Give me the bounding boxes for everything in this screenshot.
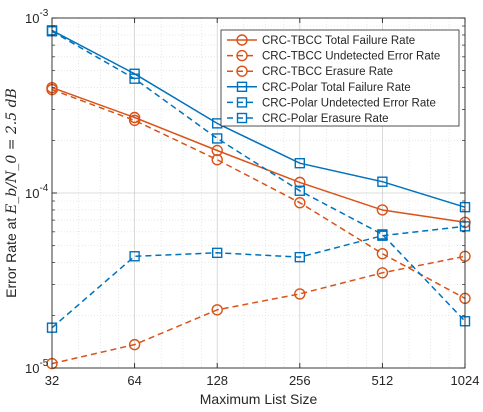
data-point bbox=[294, 176, 306, 189]
data-point bbox=[211, 304, 223, 316]
y-tick-label: 10-5 bbox=[25, 358, 49, 376]
legend-entry: CRC-TBCC Total Failure Rate bbox=[227, 34, 415, 47]
series-layer bbox=[46, 25, 471, 370]
data-point bbox=[376, 204, 389, 216]
y-tick-label: 10-3 bbox=[25, 8, 49, 26]
series-line bbox=[51, 225, 466, 329]
y-axis-label-prefix: Error Rate at bbox=[3, 214, 19, 298]
y-tick-label: 10-4 bbox=[25, 183, 49, 201]
legend-label: CRC-Polar Undetected Error Rate bbox=[262, 97, 436, 109]
legend-entry: CRC-TBCC Erasure Rate bbox=[227, 65, 393, 78]
data-point bbox=[128, 114, 141, 127]
y-tick-exponent: -4 bbox=[39, 183, 48, 194]
y-tick-base: 10 bbox=[25, 361, 39, 376]
legend-label: CRC-Polar Total Failure Rate bbox=[262, 82, 411, 94]
series-line bbox=[51, 29, 466, 208]
legend-box bbox=[220, 29, 460, 127]
x-axis-label: Maximum List Size bbox=[200, 391, 318, 407]
legend-marker bbox=[236, 65, 248, 77]
legend-label: CRC-TBCC Erasure Rate bbox=[262, 66, 393, 78]
data-point bbox=[294, 185, 305, 196]
axes bbox=[51, 17, 466, 369]
data-point bbox=[211, 133, 223, 144]
series-6 bbox=[46, 221, 471, 333]
data-point bbox=[129, 73, 140, 84]
legend-marker bbox=[236, 97, 248, 108]
legend: CRC-TBCC Total Failure Rate CRC-TBCC Unde… bbox=[220, 29, 460, 127]
y-tick-base: 10 bbox=[25, 11, 39, 26]
data-point bbox=[211, 247, 223, 259]
legend-label: CRC-TBCC Undetected Error Rate bbox=[262, 51, 440, 63]
legend-entry: CRC-Polar Total Failure Rate bbox=[227, 81, 411, 94]
legend-entry: CRC-Polar Erasure Rate bbox=[227, 112, 389, 125]
data-point bbox=[376, 267, 389, 279]
series-line bbox=[51, 86, 466, 224]
data-point bbox=[294, 288, 306, 300]
legend-marker bbox=[236, 34, 248, 46]
data-point bbox=[128, 338, 141, 351]
y-axis-label: Error Rate at E_b/N_0 = 2.5 dB bbox=[3, 88, 20, 298]
data-point bbox=[211, 144, 223, 157]
y-tick-base: 10 bbox=[25, 186, 39, 201]
legend-marker bbox=[236, 81, 248, 93]
data-point bbox=[377, 230, 388, 241]
x-tick-label: 64 bbox=[127, 373, 141, 388]
data-point bbox=[376, 247, 389, 260]
legend-marker bbox=[236, 112, 248, 124]
x-tick-label: 32 bbox=[45, 373, 59, 388]
y-axis-label-math: E_b/N_0 = 2.5 dB bbox=[4, 88, 20, 215]
x-tick-label: 128 bbox=[206, 373, 228, 388]
legend-marker bbox=[236, 49, 248, 62]
data-point bbox=[211, 153, 223, 166]
data-point bbox=[129, 251, 140, 262]
legend-entry: CRC-TBCC Undetected Error Rate bbox=[227, 49, 440, 63]
series-line bbox=[51, 255, 466, 365]
data-point bbox=[128, 111, 141, 124]
y-tick-exponent: -3 bbox=[39, 8, 48, 19]
x-tick-label: 1024 bbox=[451, 373, 480, 388]
legend-entry: CRC-Polar Undetected Error Rate bbox=[227, 97, 436, 109]
legend-label: CRC-Polar Erasure Rate bbox=[262, 113, 389, 125]
x-tick-label: 512 bbox=[372, 373, 394, 388]
x-tick-label: 256 bbox=[289, 373, 311, 388]
data-point bbox=[294, 251, 305, 263]
y-tick-exponent: -5 bbox=[39, 358, 48, 369]
data-point bbox=[294, 197, 306, 209]
series-line bbox=[51, 88, 466, 300]
data-point bbox=[377, 176, 388, 187]
legend-label: CRC-TBCC Total Failure Rate bbox=[262, 35, 415, 47]
data-point bbox=[294, 158, 305, 169]
